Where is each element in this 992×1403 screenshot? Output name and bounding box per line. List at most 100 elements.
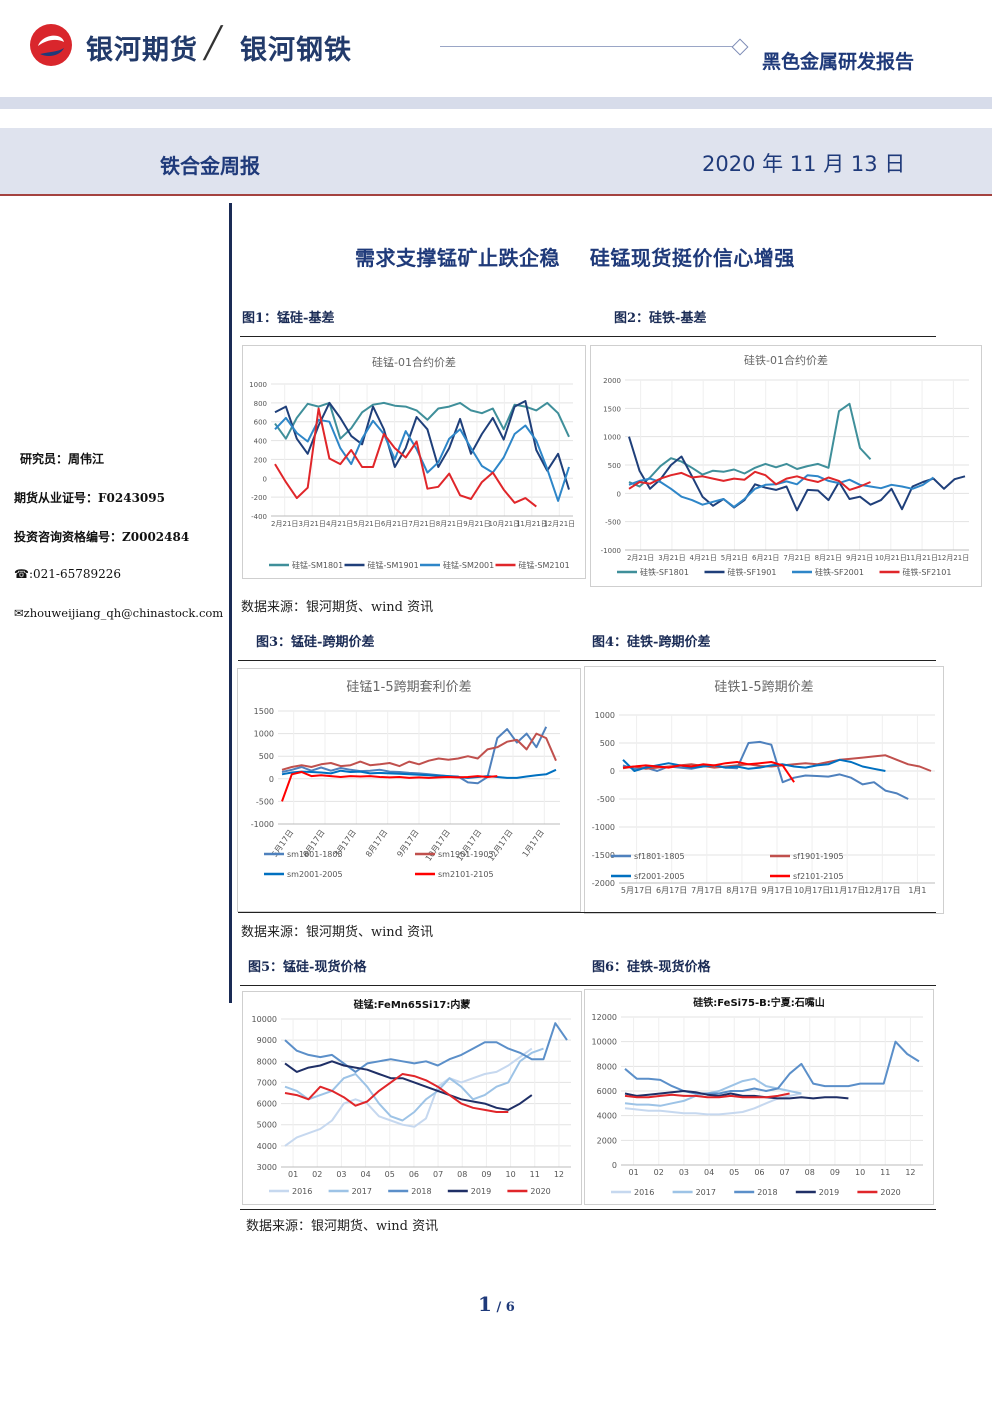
y-tick-label: -500 [256,797,274,806]
y-tick-label: 3000 [257,1163,277,1172]
y-tick-label: 5000 [257,1121,277,1130]
figure-rule [240,985,936,986]
source-note: 数据来源：银河期货、wind 资讯 [241,600,434,615]
brand-name: 银河期货 [86,35,198,66]
series-line [624,1092,802,1116]
y-tick-label: 500 [600,739,615,748]
x-tick-label: 10月21日 [488,520,520,528]
figure-rule [238,660,936,661]
x-tick-label: 4月21日 [689,554,716,562]
legend-label: sf2101-2105 [793,872,844,881]
y-tick-label: 1000 [603,434,621,442]
title-band-rule [0,194,992,196]
x-tick-label: 12月17日 [864,886,900,895]
y-tick-label: 8000 [597,1062,617,1071]
x-tick-label: 07 [779,1168,789,1177]
series-line [622,740,909,800]
y-tick-label: 1500 [603,405,621,413]
x-tick-label: 12 [554,1170,564,1179]
x-tick-label: 12 [905,1168,915,1177]
y-tick-label: -1500 [592,851,615,860]
x-tick-label: 02 [654,1168,664,1177]
y-tick-label: 6000 [257,1100,277,1109]
chart-6: 硅铁:FeSi75-B:宁夏:石嘴山 0 2000 4000 6000 8000 10000… [584,989,934,1205]
chart-title: 硅锰:FeMn65Si17:内蒙 [354,998,471,1011]
y-tick-label: 10000 [252,1015,277,1024]
y-tick-label: 10000 [592,1038,617,1047]
y-tick-label: -1000 [601,547,621,555]
x-tick-label: 6月21日 [381,520,408,528]
main-title: 需求支撑锰矿止跌企稳 硅锰现货挺价信心增强 [355,246,795,270]
y-tick-label: 0 [269,775,274,784]
chart-3: 硅锰1-5跨期套利价差 -1000 -500 0 500 1000 1500 5月17日 6月1… [237,668,581,912]
y-tick-label: 500 [608,462,621,470]
x-tick-label: 10月17日 [794,886,830,895]
x-tick-label: 8月21日 [436,520,463,528]
figure-6-label: 图6：硅铁-现货价格 [592,960,711,975]
email-link[interactable]: ✉zhouweijiang_qh@chinastock.com [14,606,224,620]
x-tick-label: 11月17日 [829,886,865,895]
y-tick-label: 0 [263,475,267,483]
y-tick-label: 4000 [257,1142,277,1151]
x-tick-label: 06 [409,1170,419,1179]
y-tick-label: 2000 [603,377,621,385]
x-tick-label: 11 [530,1170,540,1179]
sidebar-divider [229,203,232,1003]
y-tick-label: 4000 [597,1112,617,1121]
x-tick-label: 5月17日 [621,886,652,895]
y-tick-label: 1500 [254,707,274,716]
figure-5-label: 图5：锰硅-现货价格 [248,960,367,975]
report-name: 铁合金周报 [160,154,260,178]
y-tick-label: -1000 [592,823,615,832]
x-tick-label: 1月1 [908,886,926,895]
y-tick-label: -500 [597,795,615,804]
figure-rule [240,1209,936,1210]
page-number: 1 / 6 [478,1292,515,1316]
x-tick-label: 04 [360,1170,370,1179]
phone: ☎:021-65789226 [14,567,122,581]
legend-label: 硅铁-SF1801 [640,567,689,577]
x-tick-label: 6月17日 [656,886,687,895]
x-tick-label: 08 [805,1168,815,1177]
legend-label: 2020 [530,1187,550,1196]
y-tick-label: 9000 [257,1036,277,1045]
x-tick-label: 05 [385,1170,395,1179]
legend-label: 硅锰-SM1901 [368,560,419,570]
y-tick-label: 1000 [249,381,267,389]
y-tick-label: 400 [254,438,267,446]
x-tick-label: 11 [880,1168,890,1177]
y-tick-label: -500 [605,519,621,527]
series-line [274,400,570,490]
consult-license: 投资咨询资格编号：Z0002484 [14,530,190,544]
series-line [624,1040,920,1095]
x-tick-label: 07 [433,1170,443,1179]
x-tick-label: 3月21日 [298,520,325,528]
report-date: 2020 年 11 月 13 日 [702,152,906,176]
figure-3-label: 图3：锰硅-跨期价差 [256,635,375,650]
legend-label: 硅铁-SF2101 [903,567,952,577]
y-tick-label: 1000 [254,730,274,739]
series-line [281,771,498,802]
y-tick-label: 1000 [595,711,615,720]
legend-label: sf1901-1905 [793,852,844,861]
series-line [284,1047,533,1147]
y-tick-label: 0 [617,490,621,498]
x-tick-label: 5月21日 [353,520,380,528]
license-number: 期货从业证号：F0243095 [14,491,165,505]
chart-title: 硅铁:FeSi75-B:宁夏:石嘴山 [693,996,825,1009]
x-tick-label: 6月21日 [752,554,779,562]
legend-label: sm2101-2105 [438,870,494,879]
x-tick-label: 3月21日 [658,554,685,562]
x-tick-label: 8月21日 [815,554,842,562]
x-tick-label: 03 [679,1168,689,1177]
diamond-icon [731,38,749,56]
x-tick-label: 7月21日 [783,554,810,562]
chart-title: 硅铁-01合约价差 [744,353,828,367]
series-line [281,768,557,779]
x-tick-label: 4月21日 [326,520,353,528]
series-line [622,758,886,772]
chart-2: 硅铁-01合约价差 -1000 -500 0 500 1000 1500 2000 2月21日 3… [590,345,982,587]
header-band [0,97,992,109]
x-tick-label: 7月21日 [408,520,435,528]
title-band [0,128,992,194]
